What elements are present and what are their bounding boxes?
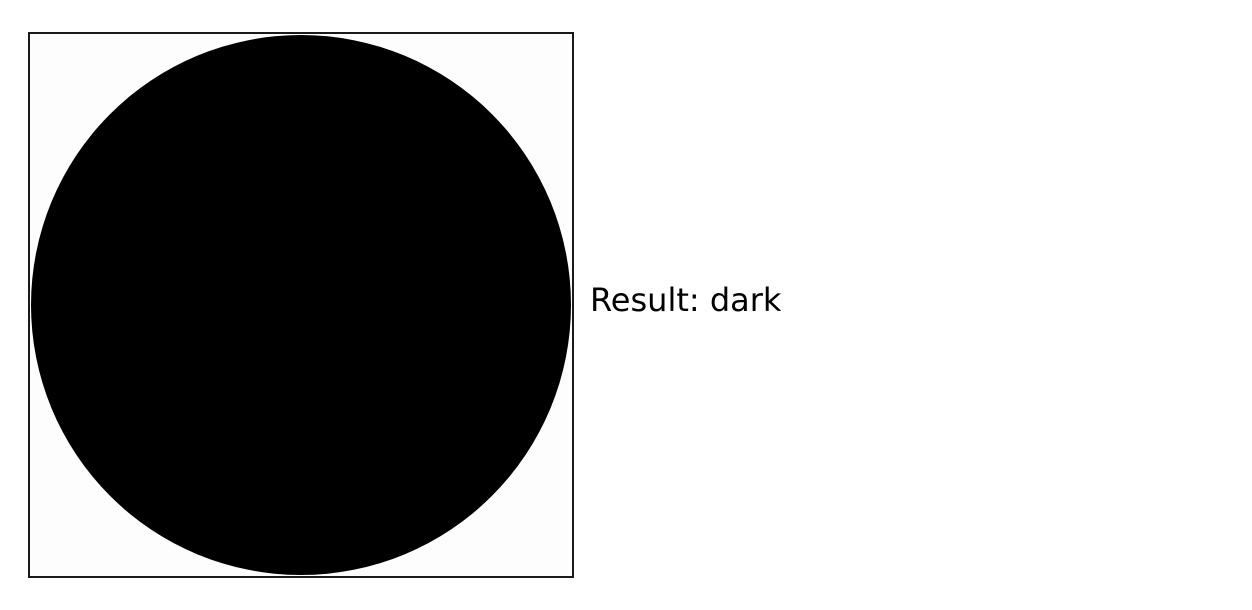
result-label: Result: dark: [590, 280, 781, 320]
circle-preview: [30, 34, 572, 576]
preview-frame: [28, 32, 574, 578]
dark-circle-shape: [31, 35, 571, 575]
